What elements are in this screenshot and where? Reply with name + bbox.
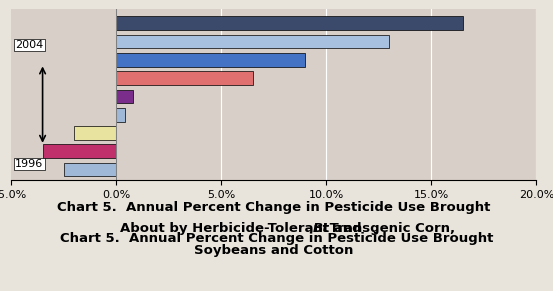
Bar [74,126,116,140]
Bar [64,163,116,176]
Bar [116,35,389,49]
Text: Chart 5.  Annual Percent Change in Pesticide Use Brought: Chart 5. Annual Percent Change in Pestic… [60,232,493,244]
Bar [116,17,463,30]
Text: About by Herbicide-Tolerant and Bt Transgenic Corn,: About by Herbicide-Tolerant and Bt Trans… [80,252,473,265]
Text: 2004: 2004 [15,40,44,50]
Text: Bt: Bt [313,222,330,235]
Bar [116,90,133,103]
Text: Soybeans and Cotton: Soybeans and Cotton [194,244,353,257]
Text: Transgenic Corn,: Transgenic Corn, [325,222,455,235]
Bar [43,144,116,158]
Text: About by Herbicide-Tolerant and Bt Transgenic Corn,: About by Herbicide-Tolerant and Bt Trans… [77,222,470,235]
Bar [116,53,305,67]
Text: Chart 5.  Annual Percent Change in Pesticide Use Brought: Chart 5. Annual Percent Change in Pestic… [57,201,491,214]
Text: 1996: 1996 [15,159,44,169]
Bar [116,108,124,122]
Bar [116,71,253,85]
Text: About by Herbicide-Tolerant and: About by Herbicide-Tolerant and [119,222,366,235]
